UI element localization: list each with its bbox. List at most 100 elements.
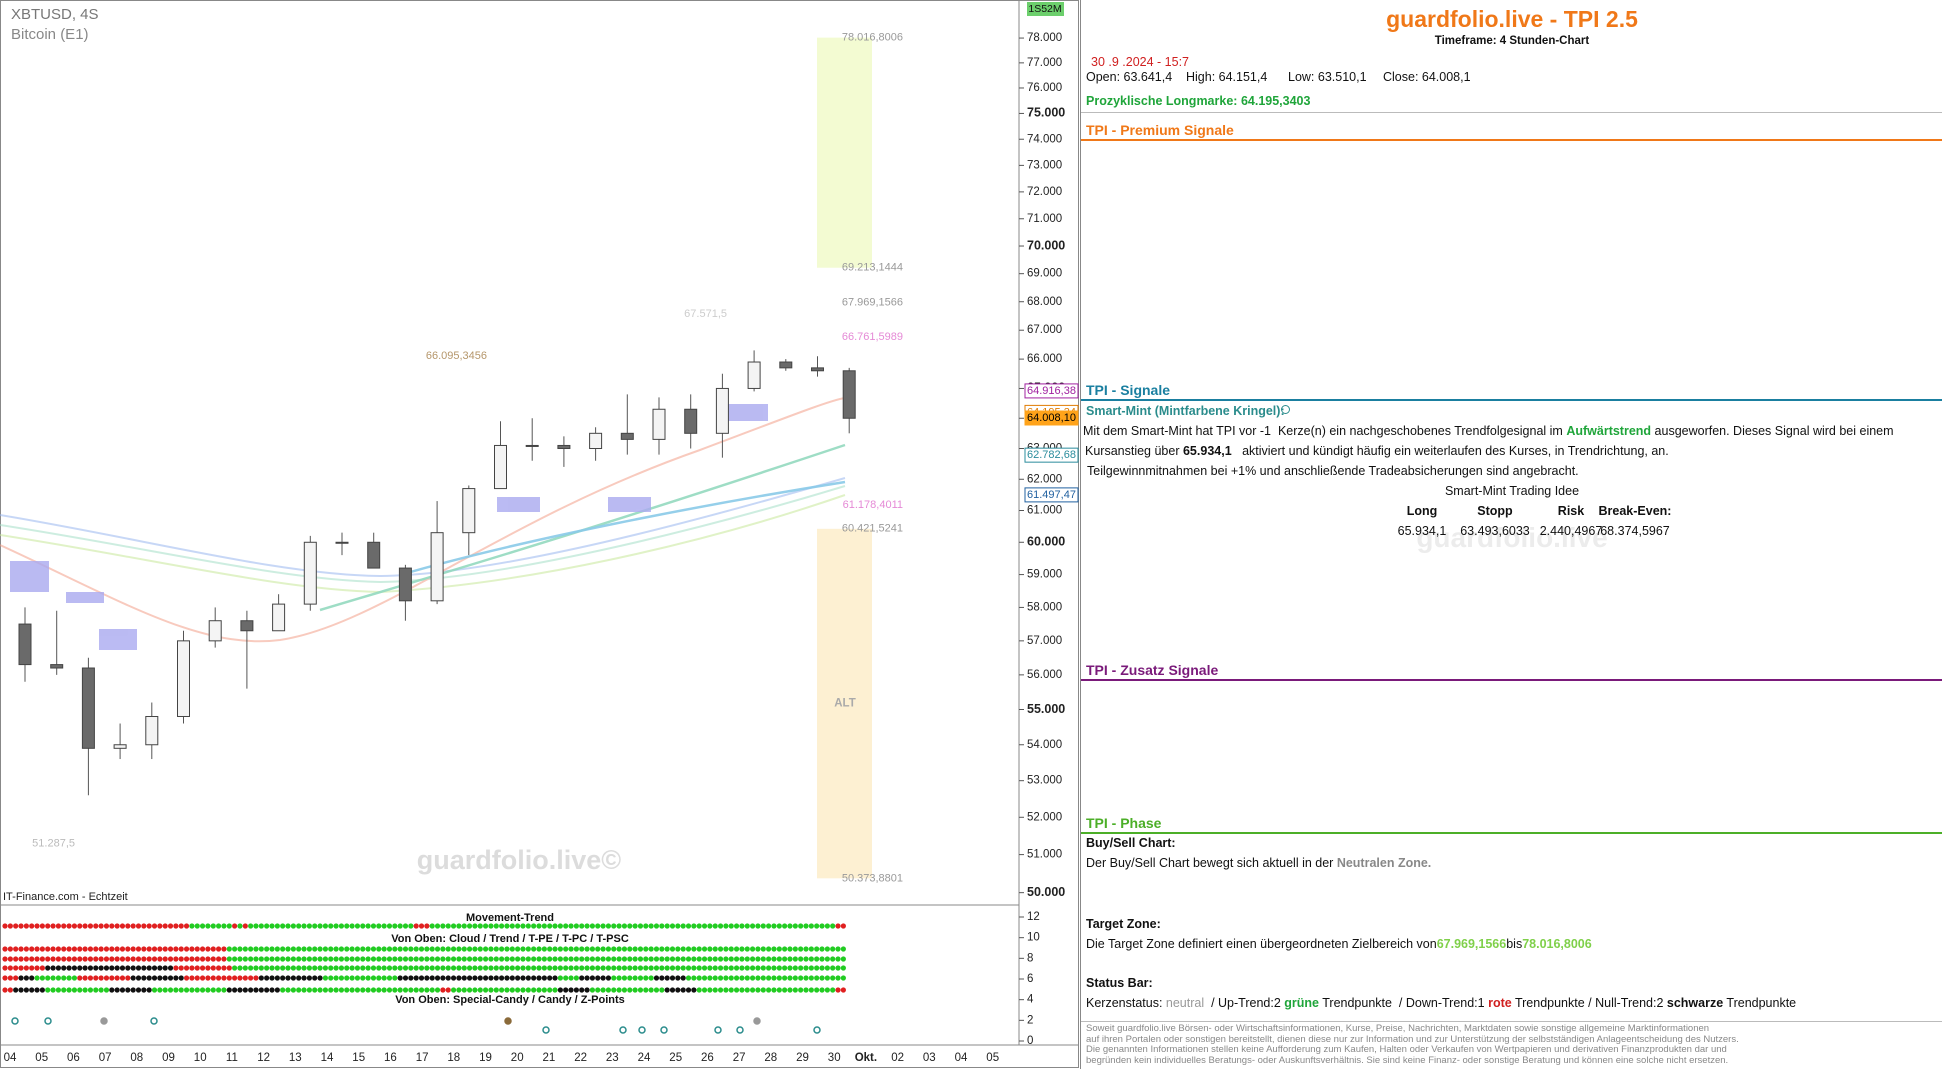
candles (18, 350, 856, 796)
trend-dot (328, 965, 334, 971)
section-rule (1081, 832, 1942, 834)
trend-dot (157, 923, 163, 929)
trend-dot (488, 956, 494, 962)
trend-dot (557, 975, 563, 981)
trend-dot (151, 987, 158, 993)
trend-dot (750, 965, 756, 971)
trend-dot (600, 946, 606, 952)
mint-circle (1281, 405, 1290, 414)
trend-dot (472, 987, 478, 993)
trend-dot (87, 946, 94, 952)
trend-dot (717, 965, 724, 971)
trend-dot (515, 956, 521, 962)
trend-dot (45, 923, 51, 929)
trend-dot (499, 923, 505, 929)
trend-dot (221, 923, 227, 929)
trend-dot (34, 923, 40, 929)
trend-dot (803, 923, 809, 929)
x-tick-label: 06 (67, 1052, 80, 1064)
y-tick-label: 51.000 (1027, 849, 1062, 861)
trend-dot (760, 956, 766, 962)
trend-dot (216, 987, 222, 993)
trend-dot (376, 923, 382, 929)
level-label: 61.178,4011 (843, 499, 903, 511)
trend-dot (707, 956, 713, 962)
trend-dot (55, 923, 62, 929)
trend-dot (717, 946, 724, 952)
trend-dot (536, 956, 542, 962)
trend-dot (322, 923, 328, 929)
trend-dot (525, 956, 531, 962)
trend-dot (477, 946, 483, 952)
trend-dot (392, 975, 398, 981)
trend-dot (616, 975, 622, 981)
trend-dot (685, 956, 692, 962)
trend-dot (504, 923, 510, 929)
trend-dot (461, 923, 467, 929)
trend-dot (776, 965, 782, 971)
trend-dot (552, 946, 558, 952)
trend-dot (360, 965, 366, 971)
trend-dot (787, 956, 793, 962)
trend-dot (205, 946, 211, 952)
trend-dot (472, 956, 478, 962)
level-label: 67.969,1566 (842, 297, 903, 309)
trend-dot (450, 965, 457, 971)
trend-dot (55, 975, 62, 981)
trend-dot (13, 923, 19, 929)
candle-body (779, 361, 793, 369)
trend-dot (445, 946, 451, 952)
trend-dot (248, 965, 254, 971)
trend-dot (258, 987, 264, 993)
trend-dot (338, 923, 345, 929)
trend-dot (98, 975, 104, 981)
y-tick-label: 4 (1027, 994, 1034, 1006)
trend-dot (365, 975, 371, 981)
trend-dot (616, 923, 622, 929)
price-tag: 61.497,47 (1027, 489, 1076, 501)
trend-dot (717, 975, 724, 981)
trend-dot (509, 956, 515, 962)
trend-dot (408, 923, 414, 929)
trend-dot (637, 946, 644, 952)
divider (1081, 1021, 1942, 1022)
chart-frame (0, 0, 1079, 1068)
trend-dot (349, 987, 355, 993)
trend-dot (344, 975, 350, 981)
trend-dot (755, 946, 761, 952)
trend-dot (531, 975, 537, 981)
x-tick-label: 04 (955, 1052, 968, 1064)
trend-dot (653, 956, 660, 962)
trend-dot (157, 946, 163, 952)
trend-dot (840, 946, 846, 952)
trend-dot (648, 987, 654, 993)
y-tick-label: 77.000 (1027, 57, 1062, 69)
trend-dot (483, 923, 489, 929)
level-label: 66.095,3456 (426, 350, 487, 362)
trend-dot (7, 956, 13, 962)
trend-dot (830, 923, 836, 929)
trend-dot (675, 987, 681, 993)
trend-dot (109, 987, 115, 993)
trend-dot (627, 987, 633, 993)
trend-dot (290, 946, 296, 952)
signal-boxes (10, 404, 768, 650)
trend-dot (264, 965, 270, 971)
trend-dot (531, 946, 537, 952)
trend-dot (499, 987, 505, 993)
trend-dot (707, 987, 713, 993)
candle-body (335, 541, 349, 544)
trend-dot (536, 946, 542, 952)
trend-dot (280, 965, 286, 971)
trend-dot (317, 946, 323, 952)
trend-dot (290, 975, 296, 981)
trend-dot (483, 965, 489, 971)
trend-dot (691, 923, 697, 929)
trend-dot (232, 975, 238, 981)
trend-dot (167, 965, 174, 971)
trend-dot (130, 946, 136, 952)
trend-dot (573, 956, 579, 962)
trend-dot (210, 946, 216, 952)
trend-dot (280, 975, 286, 981)
trend-dot (664, 946, 670, 952)
